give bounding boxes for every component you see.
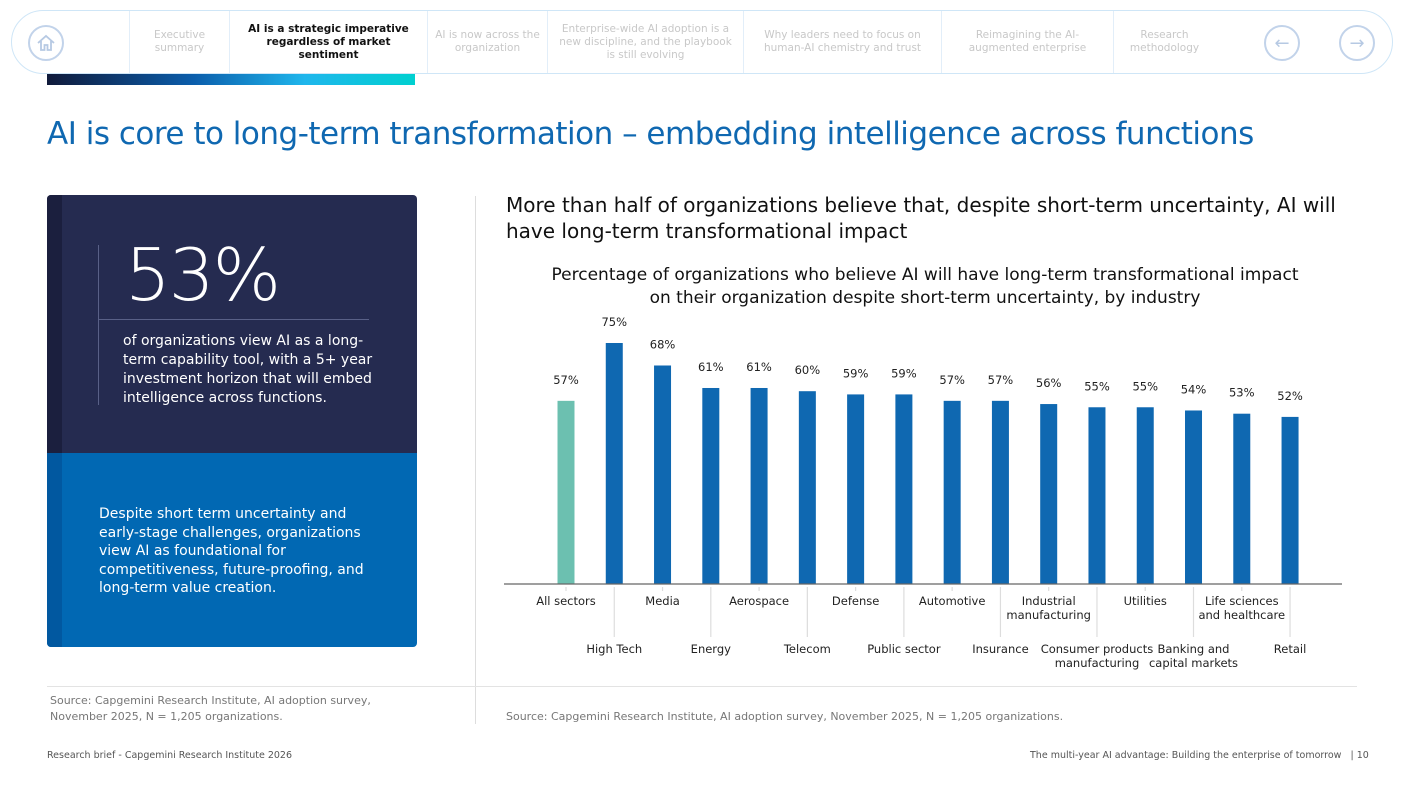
category-label: Banking and capital markets — [1149, 642, 1238, 670]
bar — [1136, 407, 1154, 584]
data-label: 59% — [891, 366, 917, 380]
category-label: Consumer products manufacturing — [1041, 642, 1154, 670]
data-label: 57% — [553, 373, 579, 387]
data-label: 55% — [1084, 379, 1110, 393]
arrow-right-icon: → — [1349, 32, 1365, 54]
data-label: 61% — [698, 360, 724, 374]
category-label: Aerospace — [729, 594, 789, 608]
stat-card: 53% of organizations view AI as a long-t… — [47, 195, 417, 647]
footer-left: Research brief - Capgemini Research Inst… — [47, 750, 293, 761]
bar — [557, 400, 575, 584]
bar — [702, 387, 720, 584]
tab-5[interactable]: Why leaders need to focus on human-AI ch… — [743, 11, 941, 73]
data-label: 68% — [650, 337, 676, 351]
stat-value: 53% — [125, 233, 281, 317]
tab-4[interactable]: Enterprise-wide AI adoption is a new dis… — [547, 11, 743, 73]
tab-1[interactable]: Executive summary — [129, 11, 229, 73]
data-label: 75% — [601, 315, 627, 329]
data-label: 57% — [939, 373, 965, 387]
category-label: Media — [645, 594, 680, 608]
category-label: Energy — [691, 642, 731, 656]
section-nav: Executive summary AI is a strategic imper… — [11, 10, 1393, 74]
category-label: Life sciences and healthcare — [1198, 594, 1285, 622]
category-label: Insurance — [972, 642, 1028, 656]
stat-insight: Despite short term uncertainty and early… — [99, 506, 364, 596]
divider — [98, 319, 369, 320]
bar — [991, 400, 1009, 584]
progress-bar — [47, 74, 415, 85]
page-title: AI is core to long-term transformation –… — [47, 116, 1254, 152]
section-tabs: Executive summary AI is a strategic imper… — [129, 11, 1215, 73]
data-label: 61% — [746, 360, 772, 374]
bar — [895, 394, 913, 584]
home-icon — [37, 34, 55, 51]
chart-title: Percentage of organizations who believe … — [551, 265, 1299, 308]
data-label: 54% — [1181, 382, 1207, 396]
bar — [1040, 404, 1058, 584]
stat-description: of organizations view AI as a long-term … — [123, 333, 373, 406]
data-label: 52% — [1277, 389, 1303, 403]
category-label: Telecom — [783, 642, 831, 656]
chart-subtitle: More than half of organizations believe … — [506, 193, 1336, 243]
bar — [1233, 413, 1251, 584]
prev-button[interactable]: ← — [1264, 25, 1300, 61]
data-label: 59% — [843, 366, 869, 380]
data-label: 53% — [1229, 386, 1255, 400]
footer-title: The multi-year AI advantage: Building th… — [1030, 750, 1342, 761]
footer-right: The multi-year AI advantage: Building th… — [1030, 750, 1369, 761]
category-label: Retail — [1274, 642, 1307, 656]
divider — [47, 686, 1357, 687]
chart-source: Source: Capgemini Research Institute, AI… — [506, 710, 1064, 723]
left-source: Source: Capgemini Research Institute, AI… — [50, 694, 371, 723]
home-button[interactable] — [28, 25, 64, 61]
divider — [475, 196, 476, 724]
category-label: Public sector — [867, 642, 941, 656]
data-label: 55% — [1132, 379, 1158, 393]
category-label: Automotive — [919, 594, 986, 608]
next-button[interactable]: → — [1339, 25, 1375, 61]
category-label: High Tech — [586, 642, 642, 656]
bar — [1281, 416, 1299, 584]
bar — [750, 387, 768, 584]
page-number: 10 — [1356, 750, 1369, 761]
category-label: Defense — [832, 594, 879, 608]
data-label: 56% — [1036, 376, 1062, 390]
arrow-left-icon: ← — [1274, 32, 1290, 54]
bar — [847, 394, 865, 584]
data-label: 57% — [988, 373, 1014, 387]
category-label: Industrial manufacturing — [1006, 594, 1091, 622]
bar — [1088, 407, 1106, 584]
tab-7[interactable]: Research methodology — [1113, 11, 1215, 73]
data-label: 60% — [795, 363, 821, 377]
tab-2[interactable]: AI is a strategic imperative regardless … — [229, 11, 427, 73]
bar — [605, 343, 623, 584]
bar — [798, 391, 816, 584]
tab-3[interactable]: AI is now across the organization — [427, 11, 547, 73]
bar — [1185, 410, 1203, 584]
bar — [943, 400, 961, 584]
category-label: All sectors — [536, 594, 596, 608]
divider — [98, 245, 99, 405]
tab-6[interactable]: Reimagining the AI-augmented enterprise — [941, 11, 1113, 73]
bar — [654, 365, 672, 584]
category-label: Utilities — [1124, 594, 1167, 608]
